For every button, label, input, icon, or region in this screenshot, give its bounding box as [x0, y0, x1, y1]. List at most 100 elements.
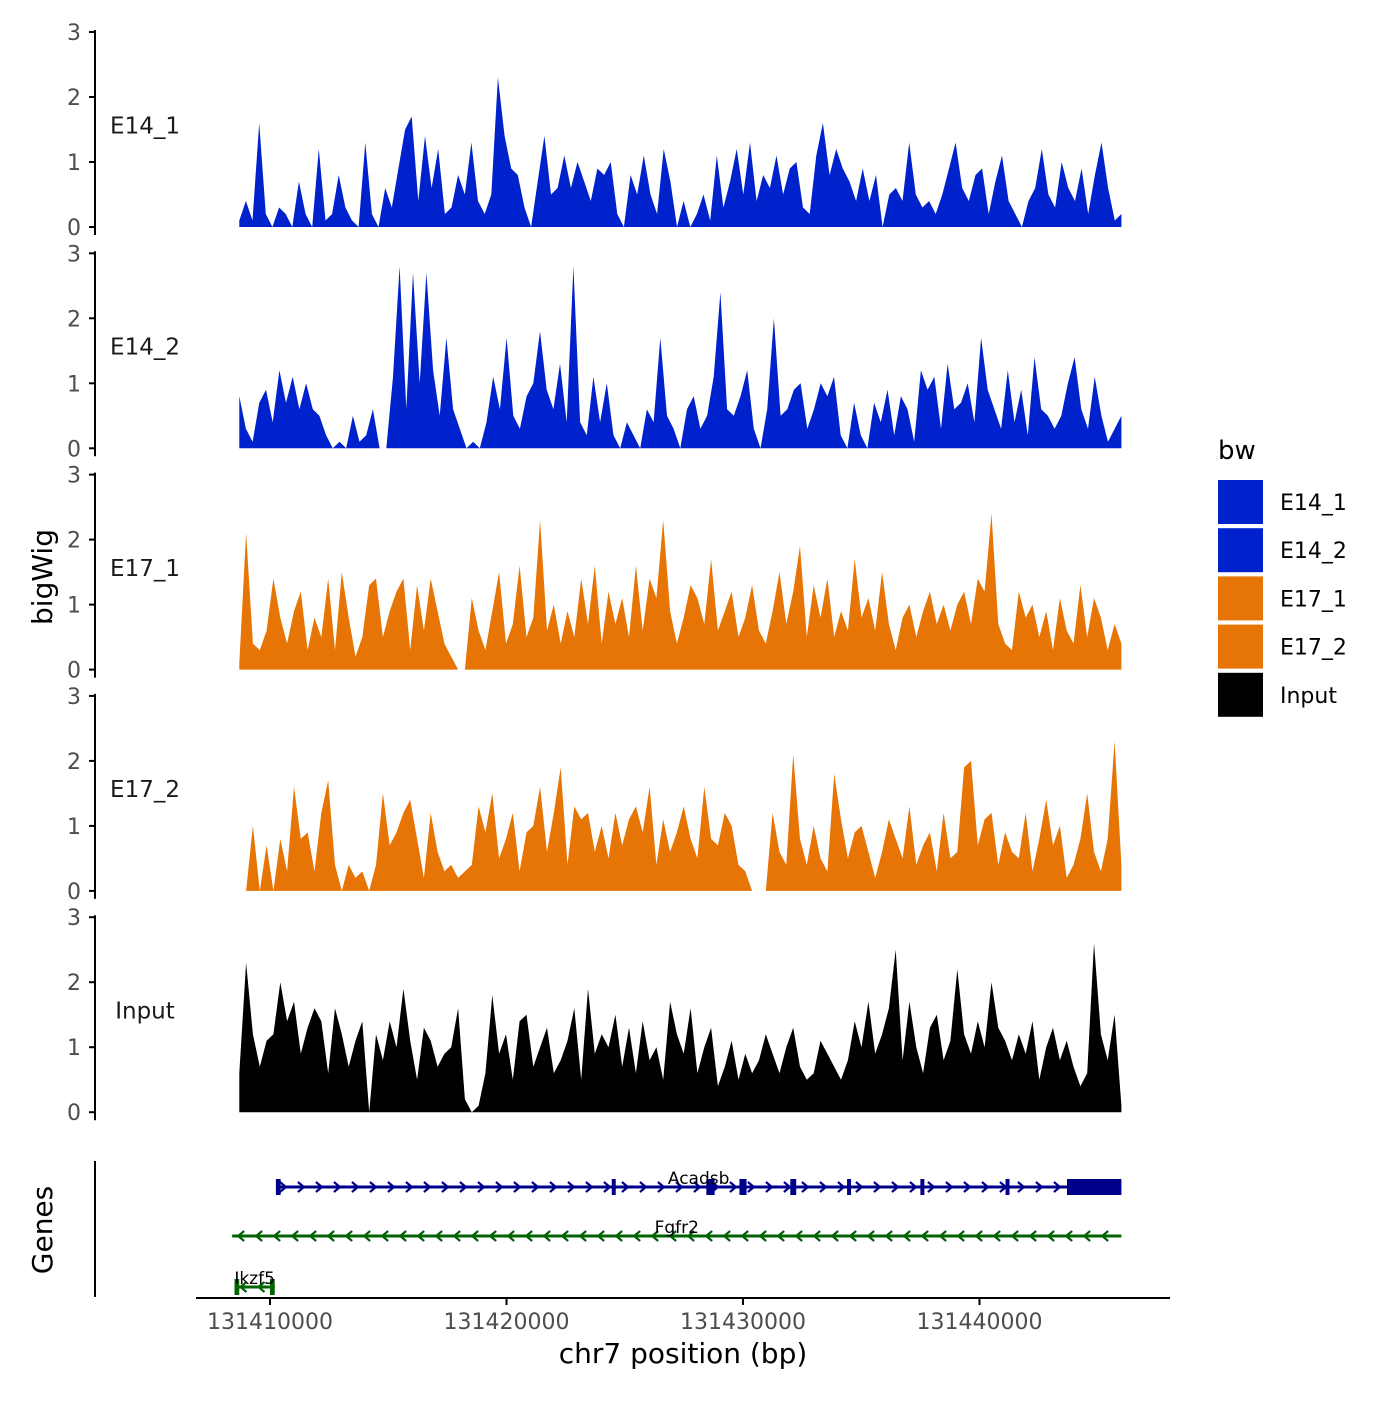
- strand-chevron: [963, 1181, 972, 1193]
- bigwig-tracks: 0 1 2 3 E14_1 0 1 2 3 E14_2 0 1 2 3 E17_1 0 1 2 3 E17_2 0 1 2 3…: [67, 21, 1122, 1126]
- y-tick-label: 3: [67, 906, 81, 931]
- strand-chevron: [531, 1181, 540, 1193]
- legend-swatch-E17_2: [1218, 624, 1263, 669]
- y-tick-label: 0: [67, 437, 81, 462]
- strand-chevron: [765, 1181, 774, 1193]
- strand-chevron: [333, 1181, 342, 1193]
- strand-chevron: [866, 1230, 875, 1242]
- strand-chevron: [560, 1230, 569, 1242]
- strand-chevron: [369, 1181, 378, 1193]
- y-tick-label: 1: [67, 815, 81, 840]
- exon: [234, 1279, 240, 1295]
- strand-chevron: [891, 1181, 900, 1193]
- legend-title: bw: [1218, 436, 1256, 466]
- strand-chevron: [927, 1181, 936, 1193]
- exon: [1005, 1179, 1010, 1195]
- strand-chevron: [693, 1181, 702, 1193]
- strand-chevron: [470, 1230, 479, 1242]
- genes-axis-label: Genes: [26, 1186, 59, 1274]
- strand-chevron: [434, 1230, 443, 1242]
- strand-chevron: [452, 1230, 461, 1242]
- strand-chevron: [1035, 1181, 1044, 1193]
- y-tick-label: 2: [67, 86, 81, 111]
- track-E17_1: 0 1 2 3 E17_1: [67, 464, 1122, 684]
- legend-swatch-E17_1: [1218, 576, 1263, 621]
- y-tick-label: 2: [67, 750, 81, 775]
- strand-chevron: [1046, 1230, 1055, 1242]
- exon: [611, 1179, 616, 1195]
- exon: [739, 1179, 747, 1195]
- strand-chevron: [236, 1230, 245, 1242]
- coverage-area-E14_1: [239, 77, 1122, 227]
- strand-chevron: [945, 1181, 954, 1193]
- strand-chevron: [272, 1230, 281, 1242]
- strand-chevron: [1010, 1230, 1019, 1242]
- strand-chevron: [256, 1281, 266, 1293]
- strand-chevron: [1028, 1230, 1037, 1242]
- y-tick-label: 2: [67, 529, 81, 554]
- x-tick-label: 131430000: [680, 1310, 806, 1335]
- coverage-area-E17_2: [239, 741, 1122, 891]
- strand-chevron: [477, 1181, 486, 1193]
- strand-chevron: [938, 1230, 947, 1242]
- coverage-area-E17_1: [239, 513, 1122, 670]
- strand-chevron: [686, 1230, 695, 1242]
- legend-label: E14_2: [1280, 539, 1347, 564]
- strand-chevron: [1082, 1230, 1091, 1242]
- x-tick-label: 131420000: [444, 1310, 570, 1335]
- strand-chevron: [380, 1230, 389, 1242]
- strand-chevron: [884, 1230, 893, 1242]
- legend-swatch-E14_2: [1218, 528, 1263, 573]
- strand-chevron: [308, 1230, 317, 1242]
- strand-chevron: [1053, 1181, 1062, 1193]
- strand-chevron: [603, 1181, 612, 1193]
- strand-chevron: [729, 1181, 738, 1193]
- strand-chevron: [801, 1181, 810, 1193]
- strand-chevron: [506, 1230, 515, 1242]
- track-label: E14_2: [110, 335, 180, 361]
- strand-chevron: [902, 1230, 911, 1242]
- exon: [706, 1179, 715, 1195]
- track-E14_2: 0 1 2 3 E14_2: [67, 242, 1122, 462]
- strand-chevron: [974, 1230, 983, 1242]
- strand-chevron: [855, 1181, 864, 1193]
- y-tick-label: 2: [67, 307, 81, 332]
- strand-chevron: [362, 1230, 371, 1242]
- gene-Fgfr2: Fgfr2: [232, 1218, 1122, 1242]
- strand-chevron: [650, 1230, 659, 1242]
- gene-label: Ikzf5: [234, 1269, 275, 1289]
- strand-chevron: [981, 1181, 990, 1193]
- strand-chevron: [830, 1230, 839, 1242]
- y-tick-label: 0: [67, 659, 81, 684]
- strand-chevron: [416, 1230, 425, 1242]
- gene-label: Acadsb: [668, 1169, 730, 1189]
- legend-swatch-E14_1: [1218, 480, 1263, 524]
- strand-chevron: [722, 1230, 731, 1242]
- strand-chevron: [290, 1230, 299, 1242]
- strand-chevron: [632, 1230, 641, 1242]
- track-E14_1: 0 1 2 3 E14_1: [67, 21, 1122, 241]
- x-tick-label: 131440000: [917, 1310, 1043, 1335]
- strand-chevron: [344, 1230, 353, 1242]
- strand-chevron: [459, 1181, 468, 1193]
- y-tick-label: 0: [67, 880, 81, 905]
- strand-chevron: [254, 1230, 263, 1242]
- legend: bw E14_1 E14_2 E17_1 E17_2 Input: [1218, 436, 1347, 717]
- exon: [847, 1179, 852, 1195]
- coverage-area-Input: [239, 943, 1122, 1113]
- legend-label: E14_1: [1280, 491, 1347, 516]
- strand-chevron: [578, 1230, 587, 1242]
- y-tick-label: 3: [67, 685, 81, 710]
- strand-chevron: [704, 1230, 713, 1242]
- track-Input: 0 1 2 3 Input: [67, 906, 1122, 1126]
- strand-chevron: [398, 1230, 407, 1242]
- strand-chevron: [675, 1181, 684, 1193]
- strand-chevron: [542, 1230, 551, 1242]
- strand-chevron: [513, 1181, 522, 1193]
- strand-chevron: [524, 1230, 533, 1242]
- y-tick-label: 1: [67, 151, 81, 176]
- strand-chevron: [387, 1181, 396, 1193]
- track-label: Input: [115, 998, 175, 1024]
